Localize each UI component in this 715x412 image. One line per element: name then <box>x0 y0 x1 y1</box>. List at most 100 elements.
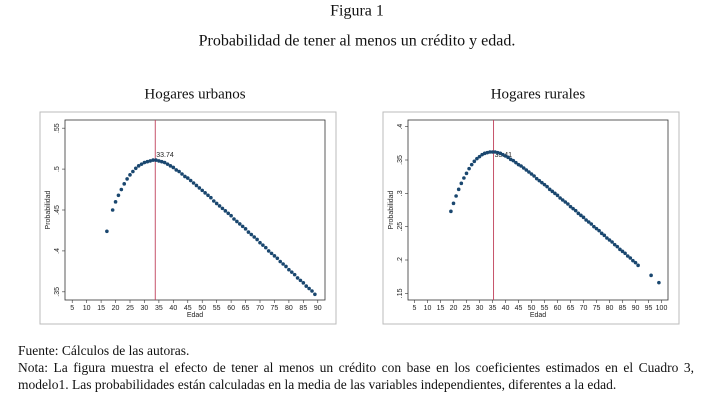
x-tick-label: 50 <box>198 305 206 312</box>
plot-frame <box>407 119 669 301</box>
x-tick-label: 5 <box>70 305 74 312</box>
point <box>246 230 251 234</box>
x-tick-label: 55 <box>213 305 221 312</box>
point <box>519 164 523 168</box>
point <box>122 182 127 186</box>
point <box>289 270 294 274</box>
plot-frame <box>64 119 326 301</box>
point <box>529 172 534 176</box>
point <box>532 174 536 178</box>
y-tick-label: .45 <box>54 205 61 215</box>
x-tick-label: 15 <box>97 305 105 312</box>
point <box>607 238 612 242</box>
point <box>261 243 265 247</box>
point <box>553 191 557 196</box>
point <box>537 178 542 183</box>
point <box>524 168 529 172</box>
y-tick-label: .35 <box>54 287 61 297</box>
x-tick-label: 20 <box>112 305 120 312</box>
point <box>197 186 202 190</box>
x-tick-label: 30 <box>141 305 149 312</box>
point <box>275 256 280 261</box>
point <box>571 206 575 211</box>
x-tick-label: 85 <box>299 305 307 312</box>
point <box>449 209 453 214</box>
x-axis-label: Edad <box>187 312 203 319</box>
point <box>171 165 176 170</box>
x-tick-label: 20 <box>450 305 458 312</box>
x-tick-label: 55 <box>541 305 549 312</box>
point <box>159 159 164 164</box>
point <box>168 164 173 168</box>
point <box>266 249 271 253</box>
point <box>506 155 510 160</box>
point <box>269 251 274 256</box>
x-tick-label: 25 <box>126 305 134 312</box>
notes: Fuente: Cálculos de las autoras. Nota: L… <box>18 342 694 393</box>
point <box>456 187 461 192</box>
x-tick-label: 65 <box>242 305 250 312</box>
point <box>612 242 617 247</box>
point <box>462 176 466 180</box>
y-tick-label: .15 <box>397 288 404 298</box>
point <box>145 159 150 164</box>
point <box>547 187 552 192</box>
point <box>203 191 207 195</box>
point <box>185 176 190 180</box>
point <box>237 222 242 226</box>
point <box>235 219 239 224</box>
point <box>620 249 625 254</box>
point <box>183 174 187 179</box>
point <box>200 188 205 193</box>
point <box>177 169 181 174</box>
point <box>555 193 560 198</box>
y-tick-label: .2 <box>397 257 404 263</box>
point <box>128 173 132 177</box>
point <box>307 286 311 291</box>
x-tick-label: 70 <box>580 305 588 312</box>
x-tick-label: 60 <box>227 305 235 312</box>
point <box>615 244 620 249</box>
point <box>631 258 635 263</box>
point <box>488 150 492 154</box>
point <box>550 189 555 194</box>
point <box>618 247 622 252</box>
x-tick-label: 90 <box>314 305 322 312</box>
point <box>540 180 544 185</box>
point <box>209 195 213 200</box>
y-tick-label: .55 <box>54 123 61 133</box>
point <box>133 166 138 171</box>
point <box>240 224 245 229</box>
source-note: Fuente: Cálculos de las autoras. <box>18 343 190 358</box>
point <box>576 211 581 216</box>
point <box>490 150 495 154</box>
point <box>284 264 288 269</box>
point <box>110 208 115 212</box>
y-tick-label: .25 <box>397 222 404 232</box>
point <box>527 170 531 174</box>
point <box>542 182 547 187</box>
point <box>255 237 259 242</box>
point <box>249 232 254 237</box>
point <box>217 204 222 208</box>
x-tick-label: 10 <box>424 305 432 312</box>
point <box>589 222 594 226</box>
point <box>194 183 199 188</box>
point <box>243 227 248 231</box>
reference-label: 33.74 <box>156 152 174 159</box>
point <box>623 251 627 256</box>
x-tick-label: 95 <box>645 305 653 312</box>
point <box>304 284 309 288</box>
x-tick-label: 80 <box>606 305 614 312</box>
point <box>625 254 630 258</box>
point <box>636 263 640 268</box>
point <box>599 231 604 236</box>
point <box>223 209 228 213</box>
point <box>566 202 570 206</box>
x-tick-label: 75 <box>271 305 279 312</box>
figure: Figura 1 Probabilidad de tener al menos … <box>39 3 680 325</box>
point <box>581 215 586 220</box>
point <box>131 169 135 174</box>
point <box>301 281 306 285</box>
point <box>602 233 607 238</box>
